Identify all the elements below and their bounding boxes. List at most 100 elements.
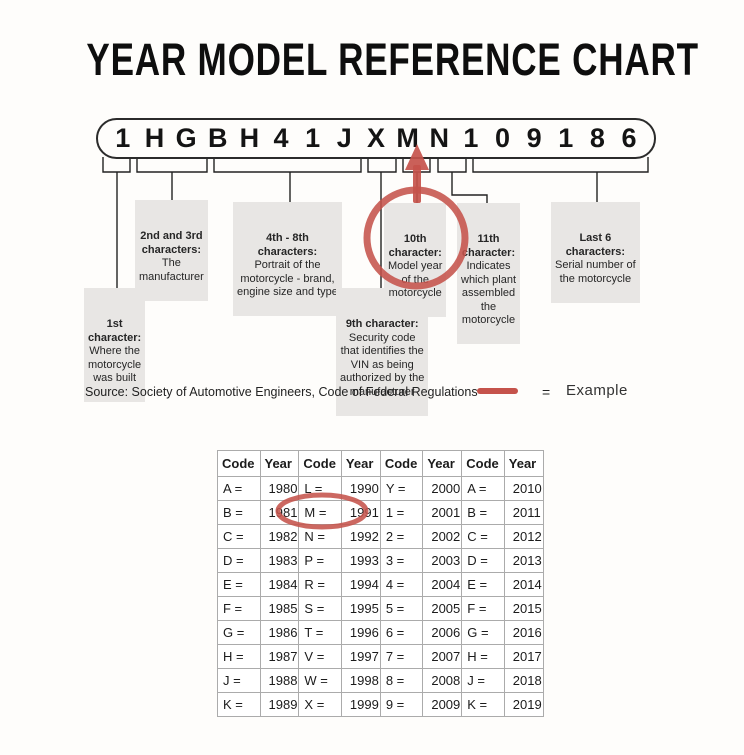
code-cell: E = bbox=[217, 572, 261, 597]
year-cell: 2013 bbox=[503, 548, 544, 573]
table-header-cell: Code bbox=[379, 450, 424, 477]
year-cell: 1984 bbox=[259, 572, 300, 597]
table-header-cell: Year bbox=[422, 450, 463, 477]
code-cell: A = bbox=[217, 476, 261, 501]
vin-char: 6 bbox=[621, 123, 637, 153]
legend-example-label: Example bbox=[566, 382, 628, 399]
year-cell: 2019 bbox=[503, 692, 544, 717]
code-cell: S = bbox=[298, 596, 342, 621]
vin-char: M bbox=[396, 123, 419, 153]
year-cell: 1994 bbox=[340, 572, 381, 597]
year-cell: 2018 bbox=[503, 668, 544, 693]
code-cell: H = bbox=[217, 644, 261, 669]
example-arrow-shaft bbox=[413, 165, 421, 203]
code-cell: H = bbox=[461, 644, 505, 669]
vin-char: 1 bbox=[305, 123, 321, 153]
code-cell: G = bbox=[461, 620, 505, 645]
vin-char: H bbox=[144, 123, 165, 153]
callout-header: 9th character: bbox=[345, 318, 419, 330]
vin-char: G bbox=[175, 123, 197, 153]
bracket-chars-2-3 bbox=[136, 157, 208, 173]
code-cell: Y = bbox=[379, 476, 424, 501]
bracket-char-1 bbox=[102, 157, 131, 173]
callout-header: 2nd and 3rd characters: bbox=[140, 230, 203, 256]
year-cell: 2017 bbox=[503, 644, 544, 669]
vin-char: 1 bbox=[115, 123, 131, 153]
callout-header: 11th character: bbox=[461, 233, 516, 259]
table-header-row: Code Year Code Year Code Year Code Year bbox=[217, 450, 544, 477]
code-cell: 3 = bbox=[379, 548, 424, 573]
code-cell: K = bbox=[461, 692, 505, 717]
year-cell: 1985 bbox=[259, 596, 300, 621]
callout-body: The manufacturer bbox=[139, 257, 204, 283]
year-cell: 2002 bbox=[422, 524, 463, 549]
code-cell: 4 = bbox=[379, 572, 424, 597]
table-row: G = 1986 T = 1996 6 = 2006 G = 2016 bbox=[217, 620, 544, 645]
vin-char: 1 bbox=[463, 123, 479, 153]
callout-2nd-3rd-characters: 2nd and 3rd characters: The manufacturer bbox=[135, 200, 208, 301]
table-row: E = 1984 R = 1994 4 = 2004 E = 2014 bbox=[217, 572, 544, 597]
year-cell: 1998 bbox=[340, 668, 381, 693]
code-cell: C = bbox=[217, 524, 261, 549]
year-cell: 2015 bbox=[503, 596, 544, 621]
code-cell: D = bbox=[461, 548, 505, 573]
callout-header: 4th - 8th characters: bbox=[257, 232, 318, 258]
year-cell: 2003 bbox=[422, 548, 463, 573]
year-cell: 1983 bbox=[259, 548, 300, 573]
year-cell: 2006 bbox=[422, 620, 463, 645]
code-cell: M = bbox=[298, 500, 342, 525]
code-cell: 2 = bbox=[379, 524, 424, 549]
code-cell: T = bbox=[298, 620, 342, 645]
code-cell: F = bbox=[461, 596, 505, 621]
table-row: A = 1980 L = 1990 Y = 2000 A = 2010 bbox=[217, 476, 544, 501]
year-cell: 1989 bbox=[259, 692, 300, 717]
year-code-table: Code Year Code Year Code Year Code Year A = 1980… bbox=[217, 450, 544, 717]
year-cell: 1982 bbox=[259, 524, 300, 549]
year-cell: 1993 bbox=[340, 548, 381, 573]
callout-header: Last 6 characters: bbox=[565, 232, 626, 258]
year-cell: 2001 bbox=[422, 500, 463, 525]
year-cell: 1980 bbox=[259, 476, 300, 501]
year-cell: 2010 bbox=[503, 476, 544, 501]
vin-char: H bbox=[239, 123, 260, 153]
callout-body: Portrait of the motorcycle - brand, engi… bbox=[237, 259, 338, 298]
bracket-chars-4-8 bbox=[213, 157, 362, 173]
legend-equals: = bbox=[542, 384, 551, 400]
bracket-char-10 bbox=[402, 157, 431, 173]
code-cell: E = bbox=[461, 572, 505, 597]
code-cell: N = bbox=[298, 524, 342, 549]
vin-char: 9 bbox=[526, 123, 542, 153]
code-cell: D = bbox=[217, 548, 261, 573]
table-header-cell: Code bbox=[461, 450, 505, 477]
vin-char: 1 bbox=[558, 123, 574, 153]
table-body: A = 1980 L = 1990 Y = 2000 A = 2010 B = 1981 M = 19… bbox=[217, 476, 544, 717]
table-row: K = 1989 X = 1999 9 = 2009 K = 2019 bbox=[217, 692, 544, 717]
callout-body: Indicates which plant assembled the moto… bbox=[461, 260, 517, 326]
table-header-cell: Year bbox=[259, 450, 300, 477]
callout-body: Where the motorcycle was built bbox=[88, 345, 142, 384]
year-cell: 1997 bbox=[340, 644, 381, 669]
stem-char-11 bbox=[451, 172, 488, 204]
year-cell: 1991 bbox=[340, 500, 381, 525]
year-cell: 2016 bbox=[503, 620, 544, 645]
code-cell: A = bbox=[461, 476, 505, 501]
code-cell: V = bbox=[298, 644, 342, 669]
code-cell: W = bbox=[298, 668, 342, 693]
table-row: J = 1988 W = 1998 8 = 2008 J = 2018 bbox=[217, 668, 544, 693]
code-cell: R = bbox=[298, 572, 342, 597]
callout-1st-character: 1st character: Where the motorcycle was b… bbox=[84, 288, 146, 402]
table-row: H = 1987 V = 1997 7 = 2007 H = 2017 bbox=[217, 644, 544, 669]
year-cell: 1987 bbox=[259, 644, 300, 669]
code-cell: 6 = bbox=[379, 620, 424, 645]
callout-header: 10th character: bbox=[388, 233, 442, 259]
vin-char: 4 bbox=[273, 123, 289, 153]
callout-body: Security code that identifies the VIN as… bbox=[340, 331, 425, 398]
year-cell: 2008 bbox=[422, 668, 463, 693]
year-cell: 1992 bbox=[340, 524, 381, 549]
vin-char: X bbox=[366, 123, 385, 153]
year-cell: 1999 bbox=[340, 692, 381, 717]
table-row: C = 1982 N = 1992 2 = 2002 C = 2012 bbox=[217, 524, 544, 549]
code-cell: F = bbox=[217, 596, 261, 621]
page-title: YEAR MODEL REFERENCE CHART bbox=[0, 34, 744, 86]
code-cell: P = bbox=[298, 548, 342, 573]
